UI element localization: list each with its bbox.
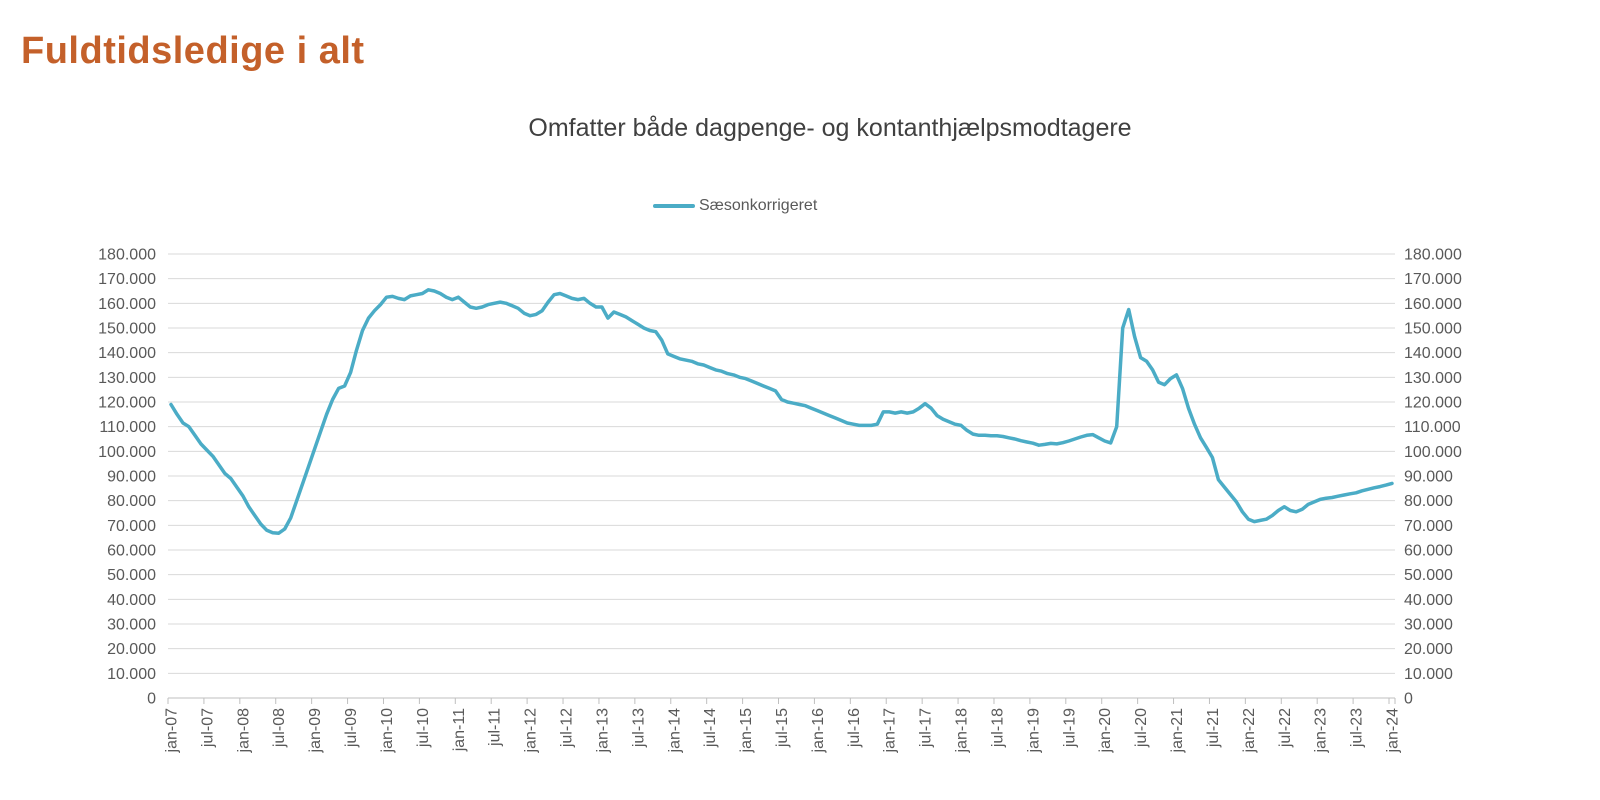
x-axis-label: jul-10 [415, 708, 432, 748]
y-axis-label-right: 70.000 [1404, 518, 1453, 535]
y-axis-label-right: 160.000 [1404, 296, 1462, 313]
x-axis-label: jul-18 [989, 708, 1006, 748]
y-axis-label-left: 110.000 [99, 419, 156, 436]
x-axis-label: jan-12 [523, 708, 540, 754]
x-axis-labels: jan-07 jul-07 jan-08 jul-08 jan-09 jul-09 jan-… [163, 708, 1401, 754]
x-axis-label: jul-23 [1349, 708, 1366, 748]
y-axis-label-left: 30.000 [107, 617, 156, 634]
x-axis-label: jul-11 [487, 708, 504, 747]
y-axis-label-left: 40.000 [107, 592, 156, 609]
y-axis-label-right: 110.000 [1404, 419, 1461, 436]
y-axis-label-right: 40.000 [1404, 592, 1453, 609]
y-axis-label-left: 120.000 [98, 395, 156, 412]
x-axis-label: jan-16 [810, 708, 827, 754]
series-line-saesonkorrigeret [169, 288, 1394, 535]
x-axis-label: jan-23 [1313, 708, 1330, 754]
y-axis-label-left: 170.000 [98, 271, 156, 288]
y-axis-label-left: 80.000 [107, 493, 156, 510]
y-axis-label-right: 0 [1404, 691, 1413, 708]
x-axis-label: jan-15 [738, 708, 755, 754]
y-axis-label-left: 0 [147, 691, 156, 708]
y-axis-label-left: 20.000 [107, 641, 156, 658]
x-axis-label: jan-10 [379, 708, 396, 754]
y-axis-label-right: 130.000 [1404, 370, 1462, 387]
y-axis-label-right: 20.000 [1404, 641, 1453, 658]
x-axis-label: jul-19 [1061, 708, 1078, 748]
x-axis-label: jul-17 [918, 708, 935, 748]
legend-line-marker [653, 204, 695, 208]
x-axis-label: jan-08 [235, 708, 252, 754]
x-axis-label: jan-18 [954, 708, 971, 754]
y-axis-label-right: 80.000 [1404, 493, 1453, 510]
y-axis-label-left: 70.000 [107, 518, 156, 535]
x-axis-label: jul-16 [846, 708, 863, 748]
x-axis-label: jul-20 [1133, 708, 1150, 748]
y-axis-label-right: 140.000 [1404, 345, 1462, 362]
y-axis-label-right: 180.000 [1404, 247, 1462, 264]
y-axis-label-right: 100.000 [1404, 444, 1462, 461]
gridlines-group [168, 253, 1395, 699]
y-axis-label-right: 90.000 [1404, 469, 1453, 486]
x-axis-label: jan-13 [594, 708, 611, 754]
y-axis-label-left: 130.000 [98, 370, 156, 387]
chart-title: Omfatter både dagpenge- og kontanthjælps… [528, 114, 1132, 142]
x-axis-label: jan-14 [666, 708, 683, 754]
x-axis-label: jan-11 [451, 708, 468, 752]
x-axis-label: jan-19 [1025, 708, 1042, 754]
y-axis-label-right: 170.000 [1404, 271, 1462, 288]
x-axis-label: jul-12 [559, 708, 576, 748]
x-axis-label: jan-22 [1241, 708, 1258, 754]
x-axis-label: jul-07 [199, 708, 216, 748]
x-axis-label: jul-14 [702, 708, 719, 748]
x-axis-label: jul-15 [774, 708, 791, 748]
x-axis-label: jan-09 [307, 708, 324, 754]
page-title: Fuldtidsledige i alt [21, 30, 365, 72]
x-axis-label: jul-21 [1205, 708, 1222, 748]
x-axis-label: jan-21 [1169, 708, 1186, 754]
y-axis-label-left: 90.000 [107, 469, 156, 486]
y-axis-label-left: 160.000 [98, 296, 156, 313]
x-axis-label: jul-08 [271, 708, 288, 748]
x-axis-label: jan-24 [1385, 708, 1402, 754]
x-axis-label: jul-22 [1277, 708, 1294, 748]
y-axis-label-right: 120.000 [1404, 395, 1462, 412]
legend-series-label: Sæsonkorrigeret [699, 197, 818, 214]
y-axis-label-left: 180.000 [98, 247, 156, 264]
chart-legend: Sæsonkorrigeret [653, 197, 817, 215]
y-axis-label-left: 140.000 [98, 345, 156, 362]
y-axis-label-right: 10.000 [1404, 666, 1453, 683]
x-axis-label: jul-09 [343, 708, 360, 748]
y-axis-label-right: 150.000 [1404, 321, 1462, 338]
y-axis-label-left: 100.000 [98, 444, 156, 461]
y-axis-label-left: 10.000 [107, 666, 156, 683]
y-axis-right-labels: 0 10.000 20.000 30.000 40.000 50.000 60.000 70.… [1404, 247, 1462, 708]
y-axis-label-left: 150.000 [98, 321, 156, 338]
x-axis-label: jan-07 [163, 708, 180, 754]
y-axis-label-left: 50.000 [107, 567, 156, 584]
x-axis-label: jul-13 [630, 708, 647, 748]
y-axis-label-right: 30.000 [1404, 617, 1453, 634]
x-axis-label: jan-17 [882, 708, 899, 754]
y-axis-left-labels: 0 10.000 20.000 30.000 40.000 50.000 60.000 70.… [98, 247, 156, 708]
x-axis-ticks [167, 698, 1396, 704]
x-axis-label: jan-20 [1097, 708, 1114, 754]
y-axis-label-left: 60.000 [107, 543, 156, 560]
y-axis-label-right: 60.000 [1404, 543, 1453, 560]
y-axis-label-right: 50.000 [1404, 567, 1453, 584]
